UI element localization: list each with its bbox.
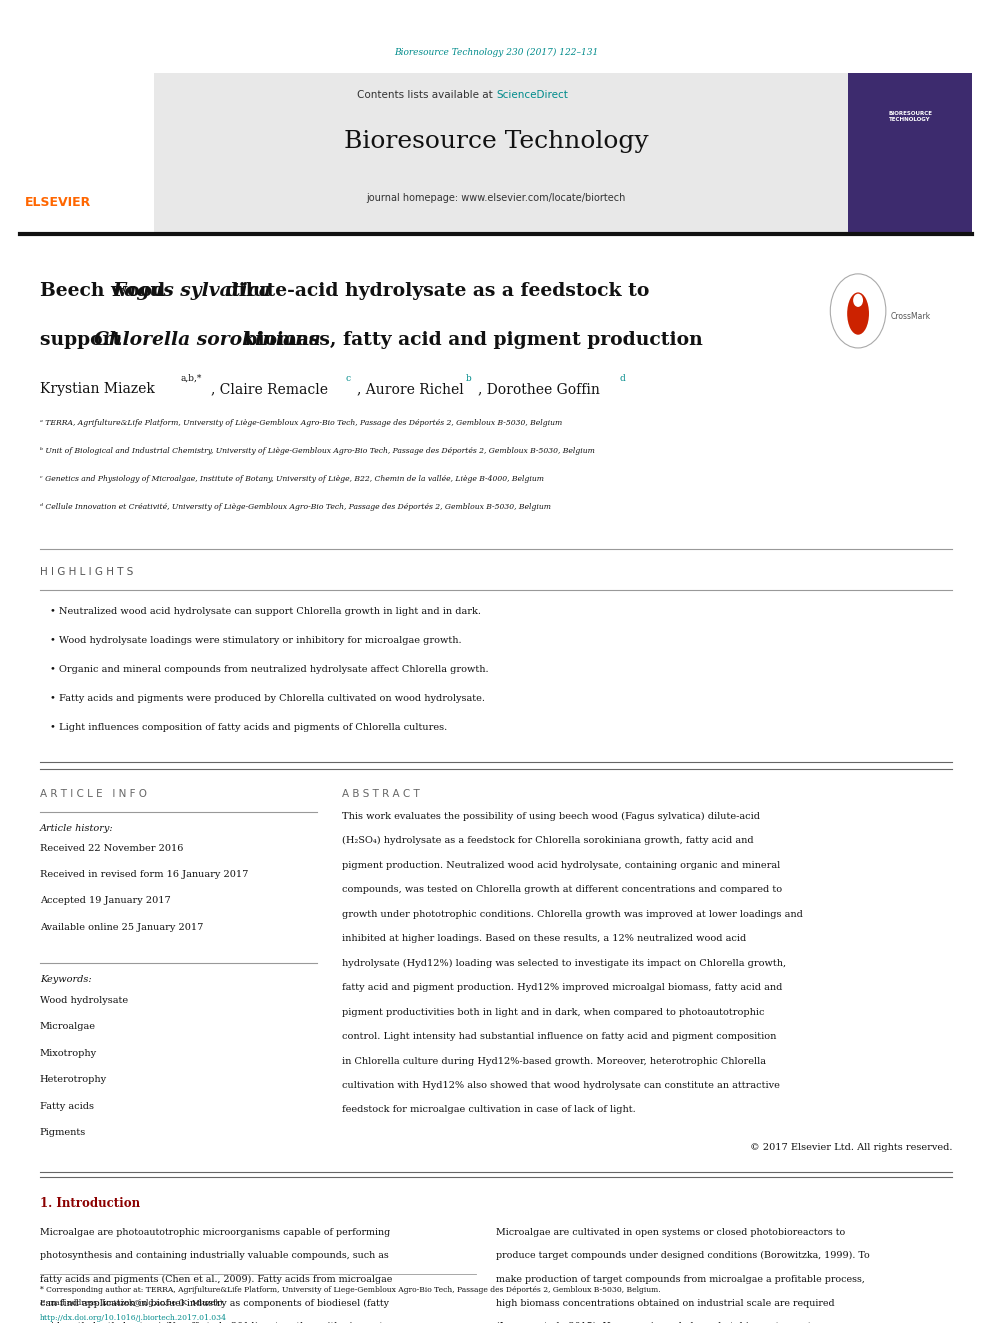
Bar bbox=[20, 73, 154, 232]
Text: Mixotrophy: Mixotrophy bbox=[40, 1049, 97, 1057]
Text: ScienceDirect: ScienceDirect bbox=[496, 90, 567, 101]
Text: Beech wood: Beech wood bbox=[40, 282, 172, 300]
Text: Microalgae are photoautotrophic microorganisms capable of performing: Microalgae are photoautotrophic microorg… bbox=[40, 1228, 390, 1237]
Text: cultivation with Hyd12% also showed that wood hydrolysate can constitute an attr: cultivation with Hyd12% also showed that… bbox=[342, 1081, 780, 1090]
Text: growth under phototrophic conditions. Chlorella growth was improved at lower loa: growth under phototrophic conditions. Ch… bbox=[342, 910, 804, 918]
Text: Fatty acids: Fatty acids bbox=[40, 1102, 93, 1110]
Text: Contents lists available at: Contents lists available at bbox=[357, 90, 496, 101]
Text: a,b,*: a,b,* bbox=[181, 374, 202, 382]
Text: , Aurore Richel: , Aurore Richel bbox=[357, 382, 464, 396]
Text: ᵃ TERRA, Agriƒulture&Life Platform, University of Liège-Gembloux Agro-Bio Tech, : ᵃ TERRA, Agriƒulture&Life Platform, Univ… bbox=[40, 419, 561, 427]
Text: Bioresource Technology: Bioresource Technology bbox=[343, 130, 649, 153]
Text: b: b bbox=[466, 374, 472, 382]
Text: E-mail address: kmiazek@ulg.ac.be (K. Miazek).: E-mail address: kmiazek@ulg.ac.be (K. Mi… bbox=[40, 1299, 224, 1307]
Circle shape bbox=[830, 274, 886, 348]
Text: CrossMark: CrossMark bbox=[891, 312, 930, 320]
Text: fatty acid and pigment production. Hyd12% improved microalgal biomass, fatty aci: fatty acid and pigment production. Hyd12… bbox=[342, 983, 783, 992]
Text: • Organic and mineral compounds from neutralized hydrolysate affect Chlorella gr: • Organic and mineral compounds from neu… bbox=[50, 665, 488, 673]
Text: © 2017 Elsevier Ltd. All rights reserved.: © 2017 Elsevier Ltd. All rights reserved… bbox=[750, 1143, 952, 1152]
Text: Pigments: Pigments bbox=[40, 1129, 86, 1136]
Text: produce target compounds under designed conditions (Borowitzka, 1999). To: produce target compounds under designed … bbox=[496, 1252, 870, 1261]
Text: This work evaluates the possibility of using beech wood (Fagus sylvatica) dilute: This work evaluates the possibility of u… bbox=[342, 812, 760, 820]
Text: • Fatty acids and pigments were produced by Chlorella cultivated on wood hydroly: • Fatty acids and pigments were produced… bbox=[50, 695, 485, 703]
Text: (H₂SO₄) hydrolysate as a feedstock for Chlorella sorokiniana growth, fatty acid : (H₂SO₄) hydrolysate as a feedstock for C… bbox=[342, 836, 754, 845]
Text: feedstock for microalgae cultivation in case of lack of light.: feedstock for microalgae cultivation in … bbox=[342, 1106, 636, 1114]
Text: hydrolysate (Hyd12%) loading was selected to investigate its impact on Chlorella: hydrolysate (Hyd12%) loading was selecte… bbox=[342, 959, 787, 967]
Text: in Chlorella culture during Hyd12%-based growth. Moreover, heterotrophic Chlorel: in Chlorella culture during Hyd12%-based… bbox=[342, 1057, 766, 1065]
Text: Received 22 November 2016: Received 22 November 2016 bbox=[40, 844, 184, 852]
Text: ELSEVIER: ELSEVIER bbox=[25, 196, 91, 209]
Text: Available online 25 January 2017: Available online 25 January 2017 bbox=[40, 923, 203, 931]
Text: high biomass concentrations obtained on industrial scale are required: high biomass concentrations obtained on … bbox=[496, 1298, 834, 1307]
Text: make production of target compounds from microalgae a profitable process,: make production of target compounds from… bbox=[496, 1275, 865, 1285]
Ellipse shape bbox=[853, 294, 863, 307]
Text: support: support bbox=[40, 331, 127, 349]
Text: BIORESOURCE
TECHNOLOGY: BIORESOURCE TECHNOLOGY bbox=[888, 111, 932, 122]
Text: compounds, was tested on Chlorella growth at different concentrations and compar: compounds, was tested on Chlorella growt… bbox=[342, 885, 783, 894]
Text: H I G H L I G H T S: H I G H L I G H T S bbox=[40, 566, 133, 577]
Text: Bioresource Technology 230 (2017) 122–131: Bioresource Technology 230 (2017) 122–13… bbox=[394, 49, 598, 57]
Text: biomass, fatty acid and pigment production: biomass, fatty acid and pigment producti… bbox=[238, 331, 702, 349]
Text: Article history:: Article history: bbox=[40, 824, 113, 832]
Text: Keywords:: Keywords: bbox=[40, 975, 91, 983]
Text: Wood hydrolysate: Wood hydrolysate bbox=[40, 996, 128, 1004]
Text: ᵈ Cellule Innovation et Créativité, University of Liège-Gembloux Agro-Bio Tech, : ᵈ Cellule Innovation et Créativité, Univ… bbox=[40, 503, 551, 511]
Text: , Claire Remacle: , Claire Remacle bbox=[211, 382, 328, 396]
Text: can find application in biofuel industry as components of biodiesel (fatty: can find application in biofuel industry… bbox=[40, 1298, 389, 1307]
Ellipse shape bbox=[847, 292, 869, 335]
Text: pigment production. Neutralized wood acid hydrolysate, containing organic and mi: pigment production. Neutralized wood aci… bbox=[342, 861, 781, 869]
Text: Fagus sylvatica: Fagus sylvatica bbox=[112, 282, 271, 300]
Text: dilute-acid hydrolysate as a feedstock to: dilute-acid hydrolysate as a feedstock t… bbox=[219, 282, 650, 300]
Text: Received in revised form 16 January 2017: Received in revised form 16 January 2017 bbox=[40, 871, 248, 878]
Text: A R T I C L E   I N F O: A R T I C L E I N F O bbox=[40, 789, 147, 799]
Text: photosynthesis and containing industrially valuable compounds, such as: photosynthesis and containing industrial… bbox=[40, 1252, 389, 1261]
Bar bbox=[848, 73, 972, 232]
Text: control. Light intensity had substantial influence on fatty acid and pigment com: control. Light intensity had substantial… bbox=[342, 1032, 777, 1041]
Text: A B S T R A C T: A B S T R A C T bbox=[342, 789, 420, 799]
Text: fatty acids and pigments (Chen et al., 2009). Fatty acids from microalgae: fatty acids and pigments (Chen et al., 2… bbox=[40, 1275, 392, 1285]
Text: Microalgae are cultivated in open systems or closed photobioreactors to: Microalgae are cultivated in open system… bbox=[496, 1228, 845, 1237]
Text: * Corresponding author at: TERRA, Agriƒulture&Life Platform, University of Liege: * Corresponding author at: TERRA, Agriƒu… bbox=[40, 1286, 661, 1294]
Text: Microalgae: Microalgae bbox=[40, 1023, 95, 1031]
Text: ᶜ Genetics and Physiology of Microalgae, Institute of Botany, University of Lièg: ᶜ Genetics and Physiology of Microalgae,… bbox=[40, 475, 544, 483]
Text: Chlorella sorokiniana: Chlorella sorokiniana bbox=[94, 331, 321, 349]
Text: http://dx.doi.org/10.1016/j.biortech.2017.01.034: http://dx.doi.org/10.1016/j.biortech.201… bbox=[40, 1314, 227, 1322]
Text: , Dorothee Goffin: , Dorothee Goffin bbox=[478, 382, 600, 396]
Text: journal homepage: www.elsevier.com/locate/biortech: journal homepage: www.elsevier.com/locat… bbox=[366, 193, 626, 204]
Text: d: d bbox=[619, 374, 625, 382]
Text: 1. Introduction: 1. Introduction bbox=[40, 1197, 140, 1209]
Text: inhibited at higher loadings. Based on these results, a 12% neutralized wood aci: inhibited at higher loadings. Based on t… bbox=[342, 934, 747, 943]
Text: Krystian Miazek: Krystian Miazek bbox=[40, 382, 155, 396]
Text: Accepted 19 January 2017: Accepted 19 January 2017 bbox=[40, 897, 171, 905]
Text: • Wood hydrolysate loadings were stimulatory or inhibitory for microalgae growth: • Wood hydrolysate loadings were stimula… bbox=[50, 636, 461, 644]
Text: ᵇ Unit of Biological and Industrial Chemistry, University of Liège-Gembloux Agro: ᵇ Unit of Biological and Industrial Chem… bbox=[40, 447, 594, 455]
Text: Heterotrophy: Heterotrophy bbox=[40, 1076, 107, 1084]
Bar bbox=[20, 73, 972, 232]
Text: pigment productivities both in light and in dark, when compared to photoautotrop: pigment productivities both in light and… bbox=[342, 1008, 765, 1016]
Text: c: c bbox=[345, 374, 350, 382]
Text: • Light influences composition of fatty acids and pigments of Chlorella cultures: • Light influences composition of fatty … bbox=[50, 724, 446, 732]
Text: • Neutralized wood acid hydrolysate can support Chlorella growth in light and in: • Neutralized wood acid hydrolysate can … bbox=[50, 607, 480, 615]
